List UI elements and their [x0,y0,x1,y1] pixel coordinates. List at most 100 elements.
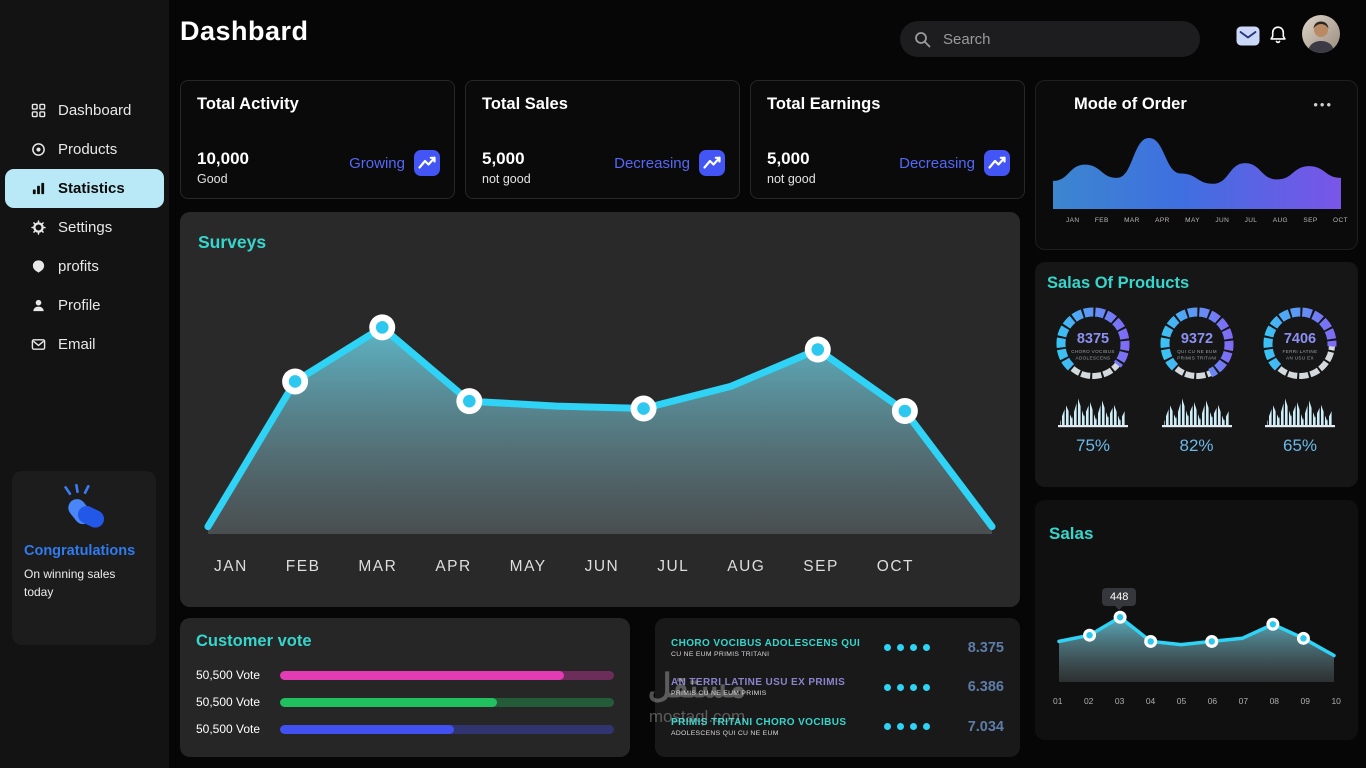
svg-text:CHORO VOCIBUS: CHORO VOCIBUS [1071,349,1115,354]
month-label: JUN [584,558,620,575]
month-label: MAR [1124,217,1140,224]
x-tick-label: 07 [1238,696,1249,706]
mode-of-order-title: Mode of Order [1074,95,1187,113]
person-icon [30,298,46,314]
sidebar-item-label: Settings [58,219,113,236]
tooltip-value: 448 [1110,591,1129,603]
stat-card-total-activity: Total Activity 10,000 Good Growing [180,80,455,199]
sidebar-item-label: profits [58,258,99,275]
svg-text:QUI CU NE EUM: QUI CU NE EUM [1177,349,1217,354]
percent-label: 75% [1075,436,1111,455]
sidebar-item-dashboard[interactable]: Dashboard [0,91,169,130]
sidebar-item-profits[interactable]: profits [0,247,169,286]
customer-vote-card: Customer vote 50,500 Vote 50,500 Vote 50… [180,618,630,757]
mode-of-order-card: Mode of Order ••• JAN FEB MAR APR MAY JU… [1035,80,1358,250]
salas-of-products-card: Salas Of Products 8375 CHORO VOCIBUS ADO… [1035,262,1358,487]
month-label: JAN [1066,217,1080,224]
product-stat-column: 9372 QUI CU NE EUM PRIMIS TRITANI 82% [1147,302,1247,456]
salas-title: Salas [1049,524,1094,543]
product-stat-column: 8375 CHORO VOCIBUS ADOLESCENS 75% [1043,302,1143,456]
trending-chart-icon [414,150,440,176]
x-tick-label: 09 [1300,696,1310,706]
month-label: OCT [1333,217,1348,224]
order-title: PRIMIS TRITANI CHORO VOCIBUS [671,716,847,728]
stat-title: Total Sales [482,95,568,113]
mail-button[interactable] [1236,26,1260,46]
trend-label: Decreasing [614,154,690,172]
page-title: Dashbard [180,16,309,46]
customer-vote-title: Customer vote [196,632,312,650]
orders-list-card: CHORO VOCIBUS ADOLESCENS QUI CU NE EUM P… [655,618,1020,757]
trending-chart-icon [984,150,1010,176]
svg-text:ADOLESCENS: ADOLESCENS [1076,356,1111,361]
month-label: JUL [657,558,690,575]
sidebar-item-statistics[interactable]: Statistics [5,169,164,208]
gear-icon [30,220,46,236]
month-label: AUG [1272,217,1289,224]
progress-bar [280,724,614,734]
sidebar-item-products[interactable]: Products [0,130,169,169]
trending-chart-icon [699,150,725,176]
envelope-icon [30,337,46,353]
order-subtitle: CU NE EUM PRIMIS TRITANI [671,650,770,658]
rating-dots [884,723,930,731]
month-label: APR [1155,217,1170,224]
product-stat-column: 7406 FERRI LATINE AN USU EX 65% [1250,302,1350,456]
sidebar: Dashboard Products Statistics Settings [0,0,169,768]
order-value: 6.386 [967,679,1004,696]
sidebar-item-email[interactable]: Email [0,325,169,364]
sidebar-item-label: Dashboard [58,102,132,119]
search-icon [914,31,931,48]
stat-note: not good [767,172,816,186]
month-label: MAY [1185,217,1200,224]
sparkline-chart [1161,398,1232,428]
clap-icon [24,483,144,535]
salas-line-chart [1057,610,1336,682]
month-label: MAR [358,558,398,575]
progress-bar-fill [280,697,498,707]
svg-text:FERRI LATINE: FERRI LATINE [1283,349,1318,354]
month-label: MAY [509,558,547,575]
order-value: 8.375 [967,639,1004,656]
salas-x-axis: 01 02 03 04 05 06 07 08 09 10 [1053,696,1341,706]
stat-title: Total Activity [197,95,299,113]
stat-card-total-sales: Total Sales 5,000 not good Decreasing [465,80,740,199]
surveys-x-axis: JAN FEB MAR APR MAY JUN JUL AUG SEP OCT [214,558,914,576]
month-label: JUN [1215,217,1230,224]
surveys-title: Surveys [198,232,267,252]
x-tick-label: 03 [1114,696,1125,706]
avatar[interactable] [1302,15,1340,53]
progress-bar-fill [280,670,564,680]
notifications-bell-icon[interactable] [1268,25,1288,45]
ellipsis-menu-icon[interactable]: ••• [1307,96,1339,113]
stat-value: 5,000 [767,149,810,168]
mode-of-order-x-axis: JAN FEB MAR APR MAY JUN JUL AUG SEP OCT [1066,217,1348,224]
mode-of-order-area-chart [1053,138,1341,209]
month-label: AUG [727,558,766,575]
month-label: APR [435,558,472,575]
sidebar-item-profile[interactable]: Profile [0,286,169,325]
month-label: FEB [1094,217,1109,224]
month-label: SEP [803,558,839,575]
congrats-title: Congratulations [24,543,136,559]
order-subtitle: PRIMIS CU NE EUM PRIMIS [671,690,767,698]
x-tick-label: 08 [1269,696,1280,706]
rating-dots [884,644,930,652]
stat-card-total-earnings: Total Earnings 5,000 not good Decreasing [750,80,1025,199]
donut-chart: 7406 FERRI LATINE AN USU EX [1262,306,1338,382]
x-tick-label: 06 [1207,696,1218,706]
sidebar-item-label: Products [58,141,118,158]
order-title: AN TERRI LATINE USU EX PRIMIS [671,677,846,689]
sidebar-item-label: Statistics [58,180,125,197]
grid-icon [30,103,46,119]
month-label: SEP [1303,217,1318,224]
vote-row: 50,500 Vote [196,722,614,736]
sidebar-item-settings[interactable]: Settings [0,208,169,247]
stat-title: Total Earnings [767,95,881,113]
chart-tooltip: 448 [1102,588,1137,610]
stat-note: Good [197,172,228,186]
order-value: 7.034 [967,718,1004,735]
search-input[interactable] [941,29,1186,49]
sidebar-item-label: Email [58,336,96,353]
sparkline-chart [1265,398,1335,428]
